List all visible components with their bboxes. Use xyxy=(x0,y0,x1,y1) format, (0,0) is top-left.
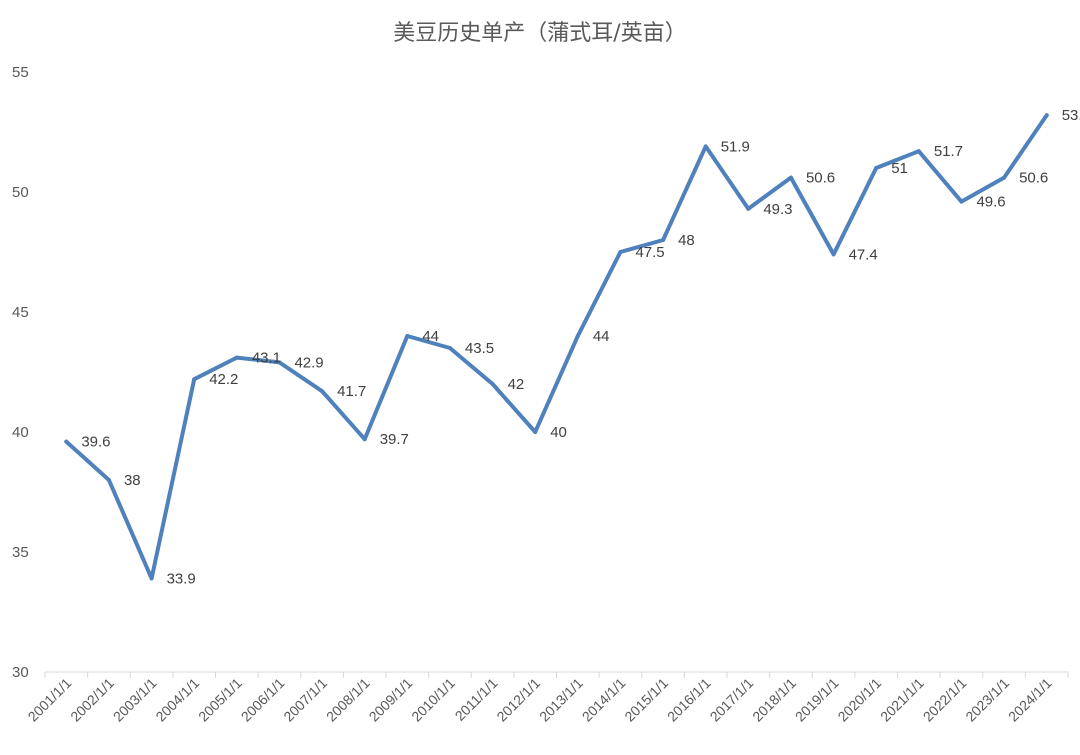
x-tick-label: 2020/1/1 xyxy=(834,675,884,725)
x-tick-label: 2022/1/1 xyxy=(920,675,970,725)
data-point xyxy=(703,144,708,149)
data-point xyxy=(192,377,197,382)
x-tick-label: 2008/1/1 xyxy=(323,675,373,725)
data-label: 42.9 xyxy=(294,354,323,371)
data-label: 44 xyxy=(422,328,439,345)
x-tick-label: 2024/1/1 xyxy=(1005,675,1055,725)
data-point xyxy=(149,576,154,581)
x-tick-label: 2014/1/1 xyxy=(579,675,629,725)
y-tick-label: 35 xyxy=(12,544,29,561)
x-tick-label: 2023/1/1 xyxy=(962,675,1012,725)
y-tick-label: 55 xyxy=(12,64,29,81)
chart-title: 美豆历史单产（蒲式耳/英亩） xyxy=(393,21,686,46)
x-tick-label: 2012/1/1 xyxy=(493,675,543,725)
data-point xyxy=(234,355,239,360)
data-labels: 39.6 38 33.9 42.2 43.1 42.9 41.7 39.7 44 43.5 42 40… xyxy=(81,107,1080,587)
x-tick-label: 2018/1/1 xyxy=(749,675,799,725)
data-point xyxy=(959,199,964,204)
data-point xyxy=(916,149,921,154)
x-tick-label: 2019/1/1 xyxy=(792,675,842,725)
data-label: 43.1 xyxy=(252,350,281,367)
data-label: 42 xyxy=(508,376,525,393)
data-point xyxy=(362,437,367,442)
x-tick-label: 2017/1/1 xyxy=(707,675,757,725)
data-label: 48 xyxy=(678,232,695,249)
x-tick-label: 2013/1/1 xyxy=(536,675,586,725)
series-line xyxy=(64,113,1049,581)
x-tick-label: 2010/1/1 xyxy=(408,675,458,725)
data-label: 38 xyxy=(124,472,141,489)
data-label: 50.6 xyxy=(1019,170,1048,187)
data-point xyxy=(106,478,111,482)
x-tick-label: 2005/1/1 xyxy=(195,675,245,725)
data-label: 43.5 xyxy=(465,340,494,357)
data-label: 49.6 xyxy=(976,194,1005,211)
x-tick-label: 2021/1/1 xyxy=(877,675,927,725)
x-tick-label: 2002/1/1 xyxy=(67,675,117,725)
data-label: 39.6 xyxy=(81,434,110,451)
x-tick-label: 2015/1/1 xyxy=(621,675,671,725)
data-label: 41.7 xyxy=(337,383,366,400)
data-point xyxy=(490,382,495,386)
data-point xyxy=(405,334,410,338)
x-tick-label: 2004/1/1 xyxy=(152,675,202,725)
x-axis: 2001/1/12002/1/12003/1/12004/1/12005/1/1… xyxy=(25,671,1069,725)
data-label: 53.2 xyxy=(1062,107,1080,124)
data-label: 44 xyxy=(593,328,610,345)
y-tick-label: 40 xyxy=(12,424,29,441)
y-tick-label: 30 xyxy=(12,664,29,681)
data-label: 51 xyxy=(891,160,908,177)
data-label: 33.9 xyxy=(167,570,196,587)
data-label: 51.9 xyxy=(721,138,750,155)
data-label: 39.7 xyxy=(380,431,409,448)
data-label: 42.2 xyxy=(209,371,238,388)
data-point xyxy=(447,346,452,350)
y-axis: 30 35 40 45 50 55 xyxy=(12,64,29,681)
x-tick-label: 2003/1/1 xyxy=(110,675,160,725)
data-point xyxy=(618,250,623,254)
data-point xyxy=(320,389,325,394)
x-tick-label: 2016/1/1 xyxy=(664,675,714,725)
data-point xyxy=(831,252,836,257)
data-point xyxy=(64,439,69,444)
data-point xyxy=(874,166,879,170)
y-tick-label: 50 xyxy=(12,184,29,201)
data-point xyxy=(1002,175,1007,180)
x-tick-label: 2011/1/1 xyxy=(452,675,501,724)
data-label: 47.5 xyxy=(635,244,664,261)
series-line-group xyxy=(64,113,1049,581)
data-point xyxy=(746,206,751,211)
data-point xyxy=(788,175,793,180)
data-label: 51.7 xyxy=(934,143,963,160)
data-point xyxy=(661,238,666,242)
x-tick-label: 2007/1/1 xyxy=(280,675,330,725)
data-label: 40 xyxy=(550,424,567,441)
data-point xyxy=(1044,113,1049,118)
y-tick-label: 45 xyxy=(12,304,29,321)
data-point xyxy=(575,334,580,338)
x-tick-label: 2001/1/1 xyxy=(25,675,75,725)
data-point xyxy=(277,360,282,365)
data-point xyxy=(533,430,538,434)
data-label: 47.4 xyxy=(849,246,878,263)
x-tick-label: 2009/1/1 xyxy=(366,675,416,725)
data-label: 50.6 xyxy=(806,170,835,187)
x-tick-label: 2006/1/1 xyxy=(238,675,288,725)
data-label: 49.3 xyxy=(763,201,792,218)
